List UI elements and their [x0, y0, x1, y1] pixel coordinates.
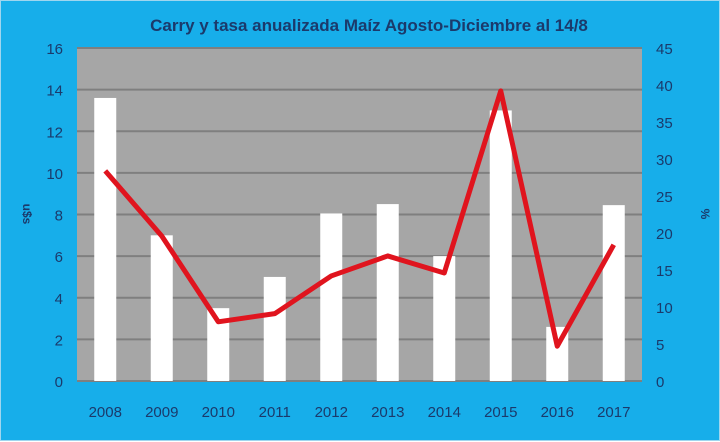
x-tick-label: 2015 [484, 404, 517, 421]
y-tick-label: 6 [55, 249, 63, 266]
x-tick-label: 2011 [259, 404, 291, 421]
x-tick-label: 2010 [202, 404, 235, 421]
y-tick-label: 4 [55, 291, 63, 308]
y2-tick-label: 15 [656, 263, 673, 280]
y2-tick-label: 35 [656, 115, 673, 132]
bar-2009 [151, 235, 173, 381]
y-tick-label: 8 [55, 208, 63, 225]
x-tick-label: 2012 [315, 404, 348, 421]
y-tick-label: 2 [55, 332, 63, 349]
y-tick-label: 14 [46, 83, 63, 100]
y2-tick-label: 0 [656, 374, 664, 391]
bar-2008 [94, 98, 116, 381]
y2-tick-label: 40 [656, 78, 673, 95]
y2-tick-label: 30 [656, 152, 673, 169]
y-tick-label: 0 [55, 374, 63, 391]
y-tick-label: 10 [46, 166, 63, 183]
bar-2013 [377, 204, 399, 381]
x-tick-label: 2017 [597, 404, 630, 421]
y2-tick-label: 20 [656, 226, 673, 243]
x-tick-label: 2016 [541, 404, 574, 421]
bar-2011 [264, 277, 286, 381]
chart-title: Carry y tasa anualizada Maíz Agosto-Dici… [150, 16, 588, 35]
y-axis-label: u$s [20, 204, 34, 225]
x-tick-label: 2014 [428, 404, 461, 421]
x-tick-label: 2008 [89, 404, 122, 421]
y2-tick-label: 45 [656, 41, 673, 58]
y2-axis-label: % [698, 209, 712, 220]
x-tick-label: 2013 [371, 404, 404, 421]
bar-2012 [320, 213, 342, 381]
bar-2015 [490, 110, 512, 381]
y-tick-label: 12 [46, 124, 63, 141]
y2-tick-label: 10 [656, 300, 673, 317]
x-tick-label: 2009 [145, 404, 178, 421]
bar-2017 [603, 205, 625, 381]
y2-tick-label: 5 [656, 337, 664, 354]
y-tick-label: 16 [46, 41, 63, 58]
y2-tick-label: 25 [656, 189, 673, 206]
